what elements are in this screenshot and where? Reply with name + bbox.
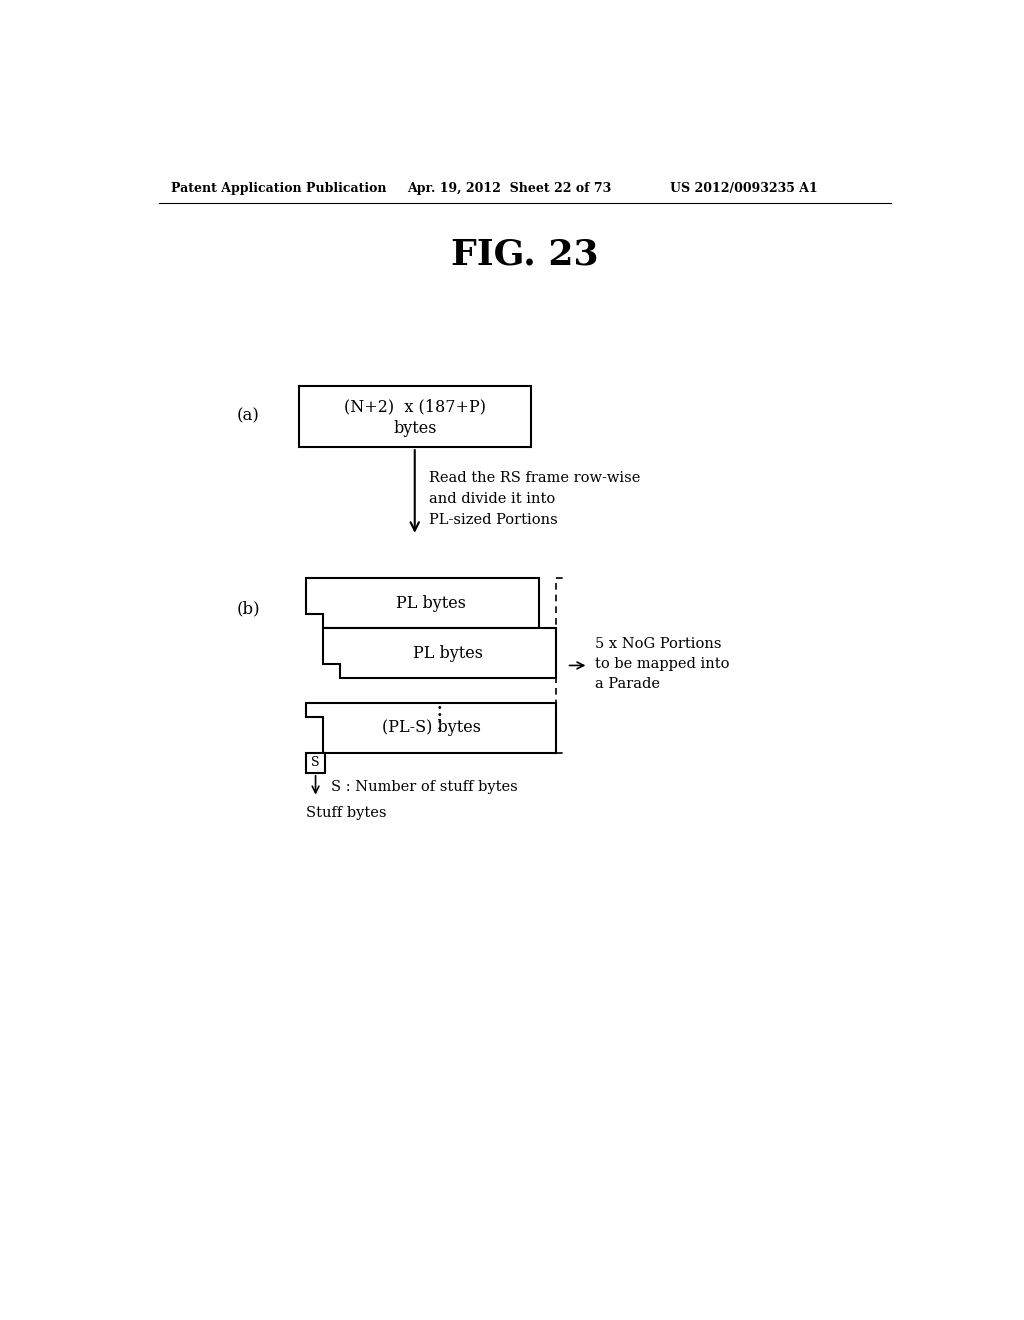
Text: :: :: [436, 700, 443, 722]
Text: Apr. 19, 2012  Sheet 22 of 73: Apr. 19, 2012 Sheet 22 of 73: [407, 182, 611, 194]
Polygon shape: [306, 578, 539, 628]
Text: to be mapped into: to be mapped into: [595, 657, 729, 671]
Text: (a): (a): [237, 408, 259, 425]
Text: PL-sized Portions: PL-sized Portions: [429, 512, 557, 527]
Polygon shape: [306, 702, 556, 752]
Text: 5 x NoG Portions: 5 x NoG Portions: [595, 636, 721, 651]
Text: and divide it into: and divide it into: [429, 492, 555, 506]
Text: Patent Application Publication: Patent Application Publication: [171, 182, 386, 194]
Polygon shape: [324, 628, 556, 678]
Bar: [306, 752, 325, 774]
Text: S: S: [311, 756, 319, 770]
Bar: [299, 385, 531, 447]
Text: :: :: [436, 713, 443, 735]
Text: (N+2)  x (187+P): (N+2) x (187+P): [344, 399, 485, 416]
Text: S : Number of stuff bytes: S : Number of stuff bytes: [331, 780, 518, 793]
Text: Stuff bytes: Stuff bytes: [306, 807, 387, 820]
Text: (PL-S) bytes: (PL-S) bytes: [382, 719, 480, 737]
Text: FIG. 23: FIG. 23: [451, 238, 599, 272]
Text: PL bytes: PL bytes: [396, 594, 466, 611]
Text: (b): (b): [237, 601, 260, 618]
Text: Read the RS frame row-wise: Read the RS frame row-wise: [429, 471, 640, 484]
Text: PL bytes: PL bytes: [413, 644, 483, 661]
Text: bytes: bytes: [393, 420, 436, 437]
Text: a Parade: a Parade: [595, 677, 659, 690]
Text: US 2012/0093235 A1: US 2012/0093235 A1: [671, 182, 818, 194]
